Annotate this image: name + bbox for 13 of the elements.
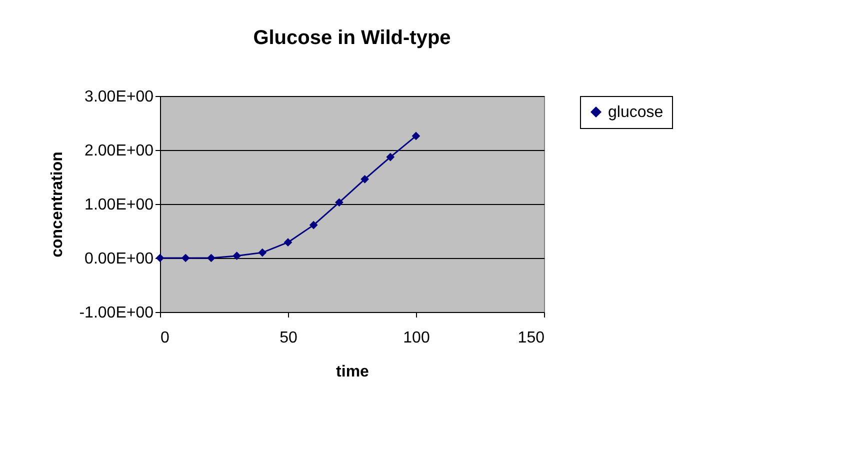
x-tick-label: 100 [403, 330, 430, 346]
y-axis-title: concentration [49, 152, 66, 258]
x-tick-label: 50 [280, 330, 298, 346]
legend-label: glucose [608, 104, 664, 121]
y-tick-label: 1.00E+00 [84, 196, 154, 214]
x-tick-label: 0 [160, 330, 170, 346]
x-axis-title: time [336, 364, 370, 380]
chart-title: Glucose in Wild-type [253, 27, 451, 49]
y-tick-label: 0.00E+00 [84, 250, 154, 268]
y-tick-label: 2.00E+00 [84, 142, 154, 160]
y-tick-label: -1.00E+00 [79, 304, 154, 322]
x-tick-label: 150 [518, 330, 545, 346]
y-tick-label: 3.00E+00 [84, 88, 154, 106]
